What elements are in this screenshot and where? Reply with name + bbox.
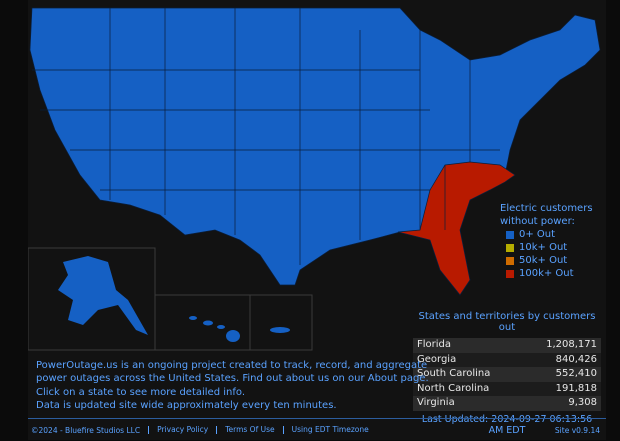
version: Site v0.9.14: [554, 425, 600, 435]
customers-out: 552,410: [555, 368, 597, 380]
legend-label: 100k+ Out: [519, 268, 574, 279]
legend: Electric customers without power: 0+ Out…: [500, 202, 593, 280]
legend-label: 50k+ Out: [519, 255, 568, 266]
footer: ©2024 - Bluefire Studios LLC Privacy Pol…: [28, 418, 606, 441]
legend-item: 50k+ Out: [506, 254, 593, 267]
state-name: South Carolina: [417, 368, 491, 380]
outage-table: States and territories by customers out …: [413, 311, 601, 436]
table-row[interactable]: South Carolina 552,410: [413, 367, 601, 382]
table-title: States and territories by customers out: [418, 311, 596, 333]
last-updated: Last Updated: 2024-09-27 06:13:56 AM EDT: [421, 413, 593, 436]
state-name: Virginia: [417, 397, 455, 409]
description-line: Click on a state to see more detailed in…: [36, 386, 245, 398]
table-row[interactable]: Georgia 840,426: [413, 352, 601, 368]
legend-swatch: [506, 256, 514, 265]
state-name: North Carolina: [417, 382, 490, 394]
state-borders: [32, 8, 500, 265]
legend-item: 10k+ Out: [506, 241, 593, 254]
alaska[interactable]: [58, 256, 148, 335]
legend-swatch: [506, 230, 514, 239]
legend-item: 100k+ Out: [506, 267, 593, 280]
legend-title: Electric customers: [500, 203, 593, 214]
legend-label: 0+ Out: [519, 229, 556, 240]
footer-links: Privacy Policy Terms Of Use Using EDT Time…: [148, 426, 377, 434]
legend-swatch: [506, 269, 514, 278]
inset-frames: [28, 247, 313, 351]
description-line: Data is updated site wide approximately …: [36, 400, 337, 412]
table-row[interactable]: Florida 1,208,171: [413, 338, 601, 353]
customers-out: 1,208,171: [546, 339, 597, 350]
copyright: ©2024 - Bluefire Studios LLC: [31, 425, 141, 435]
outage-states[interactable]: [397, 161, 516, 296]
table-row[interactable]: Virginia 9,308: [413, 396, 601, 411]
legend-swatch: [506, 243, 514, 252]
description: PowerOutage.us is an ongoing project cre…: [36, 359, 429, 413]
legend-label: 10k+ Out: [519, 242, 568, 253]
footer-link[interactable]: Using EDT Timezone: [282, 426, 377, 434]
footer-link[interactable]: Privacy Policy: [148, 426, 216, 434]
state-name: Georgia: [417, 353, 457, 365]
puerto-rico[interactable]: [270, 327, 290, 333]
footer-link[interactable]: Terms Of Use: [216, 426, 282, 434]
legend-items: 0+ Out 10k+ Out 50k+ Out 100k+ Out: [500, 228, 593, 280]
customers-out: 191,818: [555, 382, 597, 394]
description-line: PowerOutage.us is an ongoing project cre…: [36, 360, 428, 371]
state-name: Florida: [417, 339, 452, 350]
customers-out: 840,426: [555, 353, 597, 365]
table-rows: Florida 1,208,171 Georgia 840,426 South Caro…: [413, 338, 601, 411]
hawaii[interactable]: [189, 316, 240, 342]
description-line: power outages across the United States. …: [36, 373, 429, 385]
legend-item: 0+ Out: [506, 228, 593, 241]
legend-title: without power:: [500, 216, 575, 227]
map: [28, 7, 601, 351]
app: Electric customers without power: 0+ Out…: [28, 0, 606, 440]
customers-out: 9,308: [568, 397, 597, 409]
table-row[interactable]: North Carolina 191,818: [413, 381, 601, 397]
